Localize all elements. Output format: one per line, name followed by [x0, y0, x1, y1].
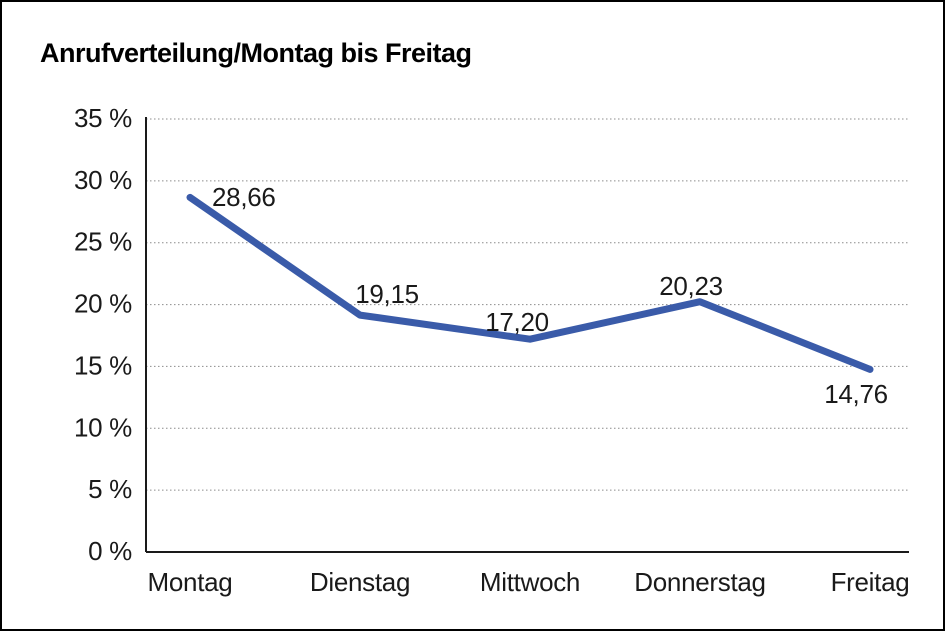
data-label: 28,66: [212, 182, 276, 212]
series-line: [186, 193, 874, 373]
data-label: 17,20: [485, 307, 549, 337]
y-tick-label: 10 %: [74, 412, 132, 442]
y-tick-label: 35 %: [74, 103, 132, 133]
x-axis-label: Freitag: [831, 567, 910, 597]
y-tick-label: 0 %: [88, 536, 132, 566]
chart-title: Anrufverteilung/Montag bis Freitag: [40, 38, 472, 68]
y-tick-label: 20 %: [74, 289, 132, 319]
y-tick-label: 25 %: [74, 227, 132, 257]
x-axis-label: Mittwoch: [480, 567, 580, 597]
x-axis-label: Montag: [148, 567, 233, 597]
x-axis-label: Donnerstag: [634, 567, 765, 597]
data-label: 20,23: [659, 271, 723, 301]
data-label: 14,76: [824, 379, 888, 409]
x-axis-label: Dienstag: [310, 567, 410, 597]
data-label: 19,15: [355, 279, 419, 309]
y-tick-label: 30 %: [74, 165, 132, 195]
y-tick-label: 5 %: [88, 474, 132, 504]
y-tick-label: 15 %: [74, 350, 132, 380]
